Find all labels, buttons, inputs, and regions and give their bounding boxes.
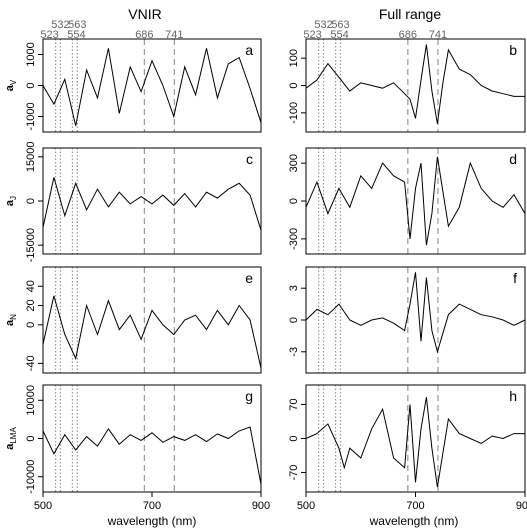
y-tick-label: -70 <box>288 465 300 481</box>
panel-letter-h: h <box>509 388 517 404</box>
y-tick-label: -10000 <box>25 460 37 494</box>
y-tick-label: -100 <box>288 102 300 124</box>
panel-letter-b: b <box>509 42 517 58</box>
marker-label-523: 523 <box>303 29 321 41</box>
series-line <box>42 426 262 485</box>
y-tick-label: 1000 <box>25 42 37 66</box>
marker-label-563: 563 <box>331 19 349 31</box>
y-tick-label: 20 <box>25 299 37 311</box>
y-tick-label: 15000 <box>25 142 37 173</box>
y-tick-label: 100 <box>288 49 300 67</box>
x-tick-label: 900 <box>252 500 270 512</box>
panel-letter-a: a <box>245 42 253 58</box>
y-tick-label: -1000 <box>25 102 37 130</box>
series-line <box>42 295 262 369</box>
y-tick-label: 0 <box>25 322 37 328</box>
y-tick-label: -40 <box>25 355 37 371</box>
marker-label-554: 554 <box>67 29 85 41</box>
series-line <box>305 272 526 354</box>
y-tick-label: 0 <box>25 198 37 204</box>
y-tick-label: 70 <box>288 398 300 410</box>
marker-label-523: 523 <box>40 29 58 41</box>
y-axis-label-a: aV <box>4 79 18 91</box>
panel-letter-d: d <box>509 151 517 167</box>
y-axis-label-sub: LMA <box>9 427 18 444</box>
y-axis-label-sub: J <box>9 196 18 200</box>
x-tick-label: 500 <box>297 500 315 512</box>
y-tick-label: 0 <box>25 435 37 441</box>
y-axis-label-g: aLMA <box>4 427 18 450</box>
column-title-vnir: VNIR <box>128 6 161 22</box>
marker-label-686: 686 <box>399 29 417 41</box>
y-tick-label: 0 <box>288 198 300 204</box>
y-axis-label-main: a <box>4 319 16 326</box>
panel-f: -3 0 3 f <box>288 266 526 374</box>
y-axis-label-sub: V <box>9 79 18 85</box>
marker-label-532: 532 <box>51 19 69 31</box>
panel-h: -70 0 70 500 700 900 h <box>288 384 527 512</box>
y-tick-label: 3 <box>288 285 300 291</box>
x-tick-label: 500 <box>34 500 52 512</box>
marker-label-563: 563 <box>68 19 86 31</box>
x-axis-label-left: wavelength (nm) <box>107 514 197 528</box>
x-tick-label: 900 <box>516 500 527 512</box>
y-tick-label: 0 <box>288 317 300 323</box>
panel-letter-e: e <box>245 270 253 286</box>
y-axis-label-sub: N <box>9 314 18 320</box>
series-line <box>305 44 525 124</box>
y-axis-label-main: a <box>4 84 16 91</box>
y-tick-label: -300 <box>288 228 300 250</box>
y-axis-label-main: a <box>4 443 16 450</box>
x-tick-label: 700 <box>143 500 161 512</box>
y-tick-label: -3 <box>288 347 300 357</box>
y-axis-label-e: aN <box>4 314 18 326</box>
panel-letter-c: c <box>246 151 253 167</box>
panel-g: -10000 0 10000 500 700 900 g aLMA <box>4 384 270 512</box>
series-line <box>305 397 525 488</box>
y-tick-label: 10000 <box>25 385 37 416</box>
column-title-full-range: Full range <box>379 6 441 22</box>
x-tick-label: 700 <box>406 500 424 512</box>
panel-d: -300 0 300 d <box>288 147 526 255</box>
marker-label-741: 741 <box>429 29 447 41</box>
marker-label-554: 554 <box>330 29 348 41</box>
y-tick-label: 300 <box>288 154 300 172</box>
y-tick-label: 40 <box>25 280 37 292</box>
marker-label-741: 741 <box>165 29 183 41</box>
panel-c: -15000 0 15000 c aJ <box>4 142 262 262</box>
panel-letter-f: f <box>513 270 517 286</box>
x-axis-label-right: wavelength (nm) <box>369 514 459 528</box>
series-line <box>42 48 262 126</box>
y-axis-label-c: aJ <box>4 196 18 206</box>
y-tick-label: -15000 <box>25 228 37 262</box>
series-line <box>305 156 526 246</box>
panel-letter-g: g <box>245 388 253 404</box>
marker-label-532: 532 <box>314 19 332 31</box>
y-tick-label: 0 <box>288 82 300 88</box>
y-tick-label: 0 <box>288 435 300 441</box>
panel-e: -40 0 20 40 e aN <box>4 266 262 374</box>
panel-frame <box>42 266 262 374</box>
y-axis-label-main: a <box>4 199 16 206</box>
marker-label-686: 686 <box>135 29 153 41</box>
y-tick-label: 0 <box>25 82 37 88</box>
series-line <box>42 177 262 231</box>
